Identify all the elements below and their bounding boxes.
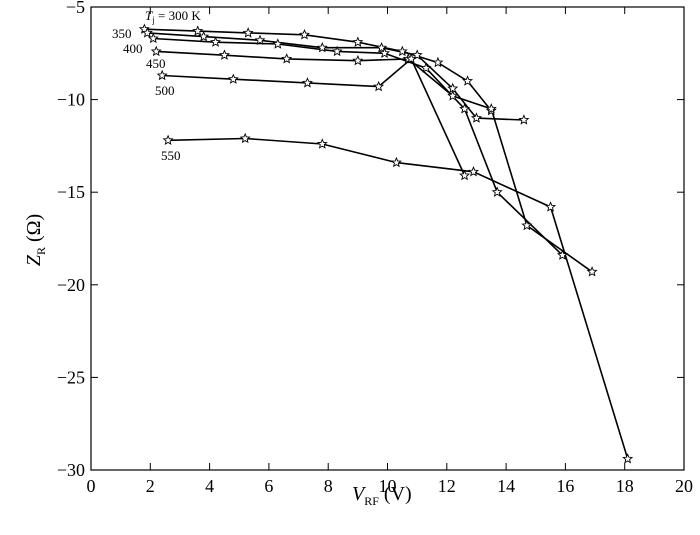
series-line-400	[153, 37, 563, 256]
star-marker-550	[390, 156, 402, 168]
star-marker-300	[396, 45, 408, 57]
x-axis-title: VRF (V)	[352, 483, 412, 508]
star-marker-400	[331, 45, 343, 57]
star-marker-550	[162, 134, 174, 146]
x-tick-label: 20	[675, 476, 693, 496]
star-marker-350	[411, 49, 423, 60]
star-marker-500	[373, 80, 385, 92]
series-label-550: 550	[161, 148, 181, 163]
star-marker-400	[459, 103, 471, 114]
tick-labels: 0 2 4 6 8 10 12 14 16 18 20 −5 −10 −15 −20 −25 −30	[57, 0, 693, 496]
series-label-300: Tj = 300 K	[145, 8, 201, 25]
y-tick-label: −20	[57, 275, 85, 295]
star-marker-450	[352, 54, 364, 66]
star-marker-400	[272, 38, 284, 49]
x-tick-label: 4	[205, 476, 214, 496]
y-tick-label: −5	[66, 0, 85, 17]
star-marker-300	[432, 56, 444, 68]
x-tick-label: 10	[379, 476, 397, 496]
x-tick-label: 16	[556, 476, 574, 496]
star-marker-350	[198, 30, 210, 42]
star-marker-450	[218, 49, 230, 60]
series-label-450: 450	[146, 56, 166, 71]
star-marker-400	[210, 36, 222, 47]
star-marker-350	[254, 34, 266, 46]
y-tick-label: −30	[57, 460, 85, 480]
star-marker-550	[316, 138, 328, 149]
x-tick-label: 6	[264, 476, 273, 496]
x-tick-label: 8	[324, 476, 333, 496]
star-marker-450	[447, 90, 459, 101]
star-marker-550	[622, 453, 634, 464]
star-marker-300	[352, 36, 364, 47]
star-marker-300	[192, 25, 204, 36]
star-marker-450	[521, 219, 533, 231]
series-markers	[138, 23, 634, 464]
star-marker-300	[298, 29, 310, 40]
star-marker-450	[485, 103, 497, 114]
star-marker-500	[301, 77, 313, 88]
x-tick-label: 18	[616, 476, 634, 496]
star-marker-450	[281, 53, 293, 64]
star-marker-400	[491, 186, 503, 197]
star-marker-350	[316, 41, 328, 53]
star-marker-550	[545, 201, 557, 212]
star-marker-500	[405, 53, 417, 64]
series-line-450	[156, 50, 593, 273]
star-marker-400	[556, 249, 568, 260]
y-tick-label: −15	[57, 182, 85, 202]
star-marker-500	[459, 169, 471, 181]
star-marker-400	[420, 62, 432, 73]
axis-ticks	[90, 6, 685, 471]
star-marker-450	[586, 266, 598, 277]
star-marker-350	[518, 114, 530, 125]
star-marker-300	[462, 75, 474, 86]
star-marker-400	[147, 32, 159, 44]
star-marker-350	[376, 41, 388, 53]
x-tick-label: 2	[146, 476, 155, 496]
series-label-500: 500	[155, 83, 175, 98]
x-tick-label: 0	[87, 476, 96, 496]
star-marker-400	[379, 47, 391, 58]
star-marker-300	[242, 27, 254, 38]
y-tick-label: −25	[57, 367, 85, 387]
x-tick-label: 12	[438, 476, 456, 496]
series-line-500	[162, 57, 466, 176]
series-lines	[144, 28, 629, 460]
series-line-550	[168, 137, 629, 460]
star-marker-350	[470, 112, 482, 123]
y-axis-title: ZR (Ω)	[23, 214, 48, 266]
star-marker-350	[141, 27, 153, 38]
star-marker-450	[150, 45, 162, 57]
star-marker-550	[467, 166, 479, 177]
star-marker-500	[227, 73, 239, 84]
x-tick-label: 14	[497, 476, 515, 496]
star-marker-500	[156, 69, 168, 81]
series-label-400: 400	[123, 41, 143, 56]
star-marker-550	[239, 132, 251, 144]
y-tick-label: −10	[57, 90, 85, 110]
series-label-350: 350	[112, 26, 132, 41]
